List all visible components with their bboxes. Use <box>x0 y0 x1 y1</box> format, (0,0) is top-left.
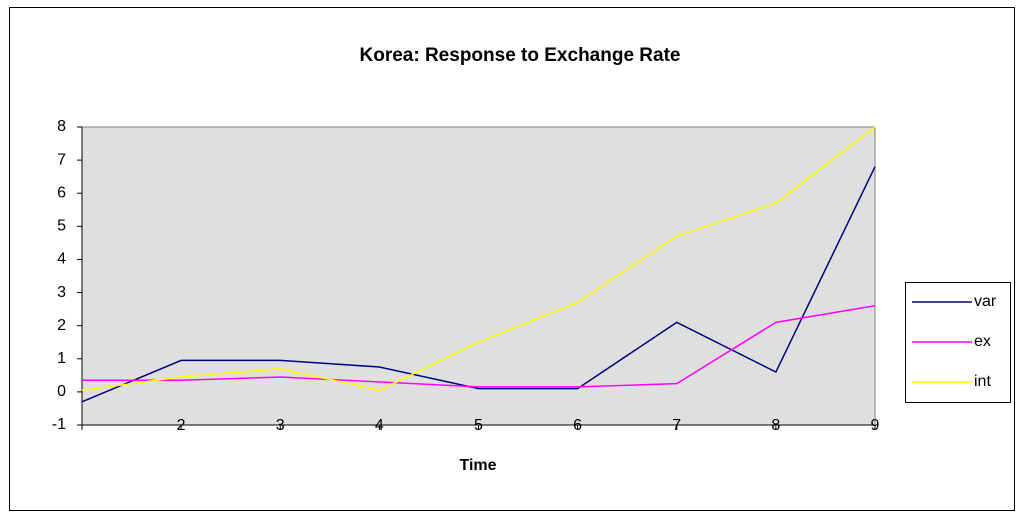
series-line <box>81 126 876 392</box>
series-line <box>82 305 876 388</box>
y-tick-label: 7 <box>57 151 66 168</box>
x-tick-label: 9 <box>871 417 880 434</box>
y-tick-label: 2 <box>57 317 66 334</box>
y-tick-label: -1 <box>52 416 66 433</box>
y-tick-label: 3 <box>57 284 66 301</box>
y-tick-label: 8 <box>57 118 66 135</box>
y-tick-label: 0 <box>57 383 66 400</box>
series-line <box>81 166 876 403</box>
x-tick-label: 7 <box>672 417 681 434</box>
x-axis-title: Time <box>459 457 496 474</box>
chart-title: Korea: Response to Exchange Rate <box>360 45 681 66</box>
plot-area <box>81 126 876 426</box>
legend-label: ex <box>974 333 991 350</box>
legend-label: int <box>974 373 991 390</box>
x-tick-label: 2 <box>177 417 186 434</box>
y-tick-label: 4 <box>57 251 66 268</box>
y-tick-label: 5 <box>57 218 66 235</box>
x-tick-label: 6 <box>573 417 582 434</box>
x-tick-label: 3 <box>276 417 285 434</box>
x-tick-label: 5 <box>474 417 483 434</box>
y-tick-label: 1 <box>57 350 66 367</box>
y-tick-label: 6 <box>57 184 66 201</box>
x-tick-label: 8 <box>771 417 780 434</box>
x-tick-label: 4 <box>375 417 384 434</box>
legend-label: var <box>974 293 997 310</box>
